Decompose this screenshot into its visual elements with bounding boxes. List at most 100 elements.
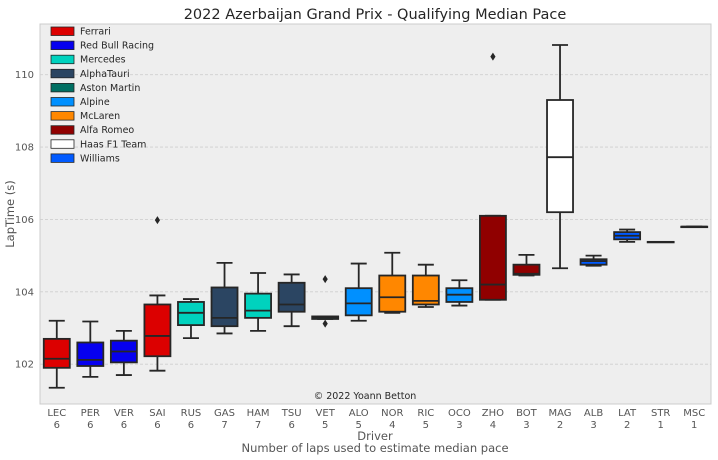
box-body (479, 214, 507, 301)
x-tick-driver: STR (651, 408, 670, 419)
box-rus (177, 298, 205, 340)
x-axis-subtitle: Number of laps used to estimate median p… (241, 441, 508, 455)
x-tick-laps: 1 (691, 420, 697, 431)
y-tick-label: 104 (15, 287, 34, 298)
x-tick-laps: 4 (490, 420, 496, 431)
x-tick-driver: TSU (281, 408, 302, 419)
legend-label: Alfa Romeo (80, 125, 134, 136)
x-tick-driver: HAM (247, 408, 270, 419)
outlier-marker (322, 319, 328, 328)
outlier-marker (154, 216, 161, 225)
box-body (42, 337, 71, 369)
legend-label: Aston Martin (80, 83, 140, 94)
x-tick-driver: NOR (381, 408, 403, 419)
x-tick-driver: MAG (549, 408, 572, 419)
box-lec (42, 319, 71, 389)
legend-swatch (50, 83, 75, 93)
box-body (546, 99, 574, 214)
x-tick-driver: ZHO (482, 408, 504, 419)
x-tick-laps: 5 (356, 420, 362, 431)
x-tick-laps: 2 (624, 420, 630, 431)
box-alo (344, 262, 373, 322)
x-tick-laps: 6 (154, 420, 160, 431)
legend-label: Mercedes (80, 55, 126, 66)
x-ticks: LEC6PER6VER6SAI6RUS6GAS7HAM7TSU6VET5ALO5… (47, 408, 705, 431)
box-body (143, 303, 172, 358)
box-sai (143, 216, 172, 372)
x-tick-driver: RIC (417, 408, 434, 419)
x-tick-driver: GAS (214, 408, 235, 419)
x-tick-driver: ALO (349, 408, 369, 419)
y-tick-label: 106 (15, 215, 34, 226)
box-nor (378, 251, 407, 314)
x-tick-driver: VET (316, 408, 336, 419)
box-str (646, 240, 675, 244)
box-ver (109, 329, 138, 376)
x-tick-laps: 7 (221, 420, 227, 431)
legend-label: McLaren (80, 111, 120, 122)
y-tick-label: 110 (15, 70, 34, 81)
x-tick-driver: BOT (516, 408, 538, 419)
outlier-marker (322, 275, 328, 284)
x-tick-laps: 2 (557, 420, 563, 431)
x-tick-laps: 3 (523, 420, 529, 431)
legend-swatch (50, 68, 75, 79)
x-tick-laps: 1 (657, 420, 663, 431)
x-tick-laps: 6 (188, 420, 194, 431)
box-ham (244, 272, 272, 332)
credit-text: © 2022 Yoann Betton (314, 391, 417, 402)
box-body (244, 292, 272, 319)
x-tick-laps: 6 (87, 420, 93, 431)
boxes (42, 44, 709, 389)
box-tsu (277, 273, 306, 328)
x-tick-driver: MSC (683, 408, 705, 419)
box-msc (680, 225, 709, 229)
x-tick-laps: 6 (121, 420, 127, 431)
x-tick-driver: ALB (584, 408, 603, 419)
x-tick-driver: SAI (149, 408, 165, 419)
box-body (344, 287, 373, 317)
y-tick-label: 102 (15, 360, 34, 371)
y-ticks: 102 104 106 108 110 (15, 70, 34, 371)
box-alb (579, 254, 608, 267)
x-tick-laps: 6 (54, 420, 60, 431)
legend-label: Haas F1 Team (80, 139, 146, 150)
x-tick-laps: 5 (322, 420, 328, 431)
x-tick-laps: 3 (456, 420, 462, 431)
box-lat (613, 228, 642, 243)
box-body (378, 274, 407, 313)
grid (40, 74, 711, 365)
legend-swatch (50, 111, 75, 121)
legend-label: AlphaTauri (80, 69, 130, 80)
box-body (411, 274, 440, 306)
legend-label: Williams (80, 153, 120, 164)
plot-background (39, 23, 712, 405)
legend-label: Ferrari (80, 27, 111, 38)
x-tick-driver: LEC (47, 408, 66, 419)
chart-title: 2022 Azerbaijan Grand Prix - Qualifying … (184, 7, 567, 23)
x-axis-title: Driver (357, 429, 393, 443)
legend-swatch (50, 125, 75, 135)
box-per (76, 320, 105, 378)
box-body (76, 341, 105, 367)
box-mag (546, 44, 574, 270)
legend-swatch (50, 54, 75, 65)
x-tick-laps: 3 (590, 420, 596, 431)
x-tick-laps: 4 (389, 420, 395, 431)
box-oco (445, 279, 474, 307)
x-tick-laps: 6 (288, 420, 294, 431)
y-axis-title: LapTime (s) (3, 180, 17, 248)
box-gas (210, 261, 239, 335)
x-tick-laps: 7 (255, 420, 261, 431)
x-tick-laps: 5 (423, 420, 429, 431)
box-body (277, 281, 306, 313)
box-ric (411, 263, 440, 308)
y-tick-label: 108 (15, 143, 34, 154)
box-body (512, 263, 541, 276)
legend-label: Alpine (80, 97, 110, 108)
box-vet (311, 275, 340, 328)
x-tick-driver: PER (81, 408, 100, 419)
box-zho (479, 52, 507, 301)
outlier-marker (490, 52, 496, 61)
